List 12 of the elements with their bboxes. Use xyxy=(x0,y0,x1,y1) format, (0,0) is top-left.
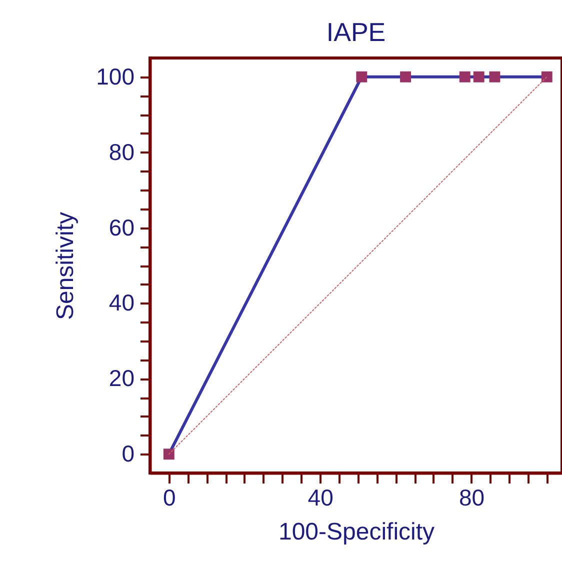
x-tick-label: 40 xyxy=(308,484,334,510)
y-tick-label: 40 xyxy=(108,290,134,316)
y-tick-label: 100 xyxy=(96,63,134,90)
x-tick-label: 80 xyxy=(458,484,485,510)
y-tick-label: 80 xyxy=(108,138,134,165)
x-axis-title: 100-Specificity xyxy=(278,518,435,546)
x-tick-label: 0 xyxy=(163,484,176,510)
y-tick-label: 0 xyxy=(122,440,134,467)
y-tick-label: 60 xyxy=(108,214,134,240)
y-axis-title: Sensitivity xyxy=(52,212,80,320)
chart-title: IAPE xyxy=(326,17,386,47)
y-tick-label: 20 xyxy=(108,365,134,392)
